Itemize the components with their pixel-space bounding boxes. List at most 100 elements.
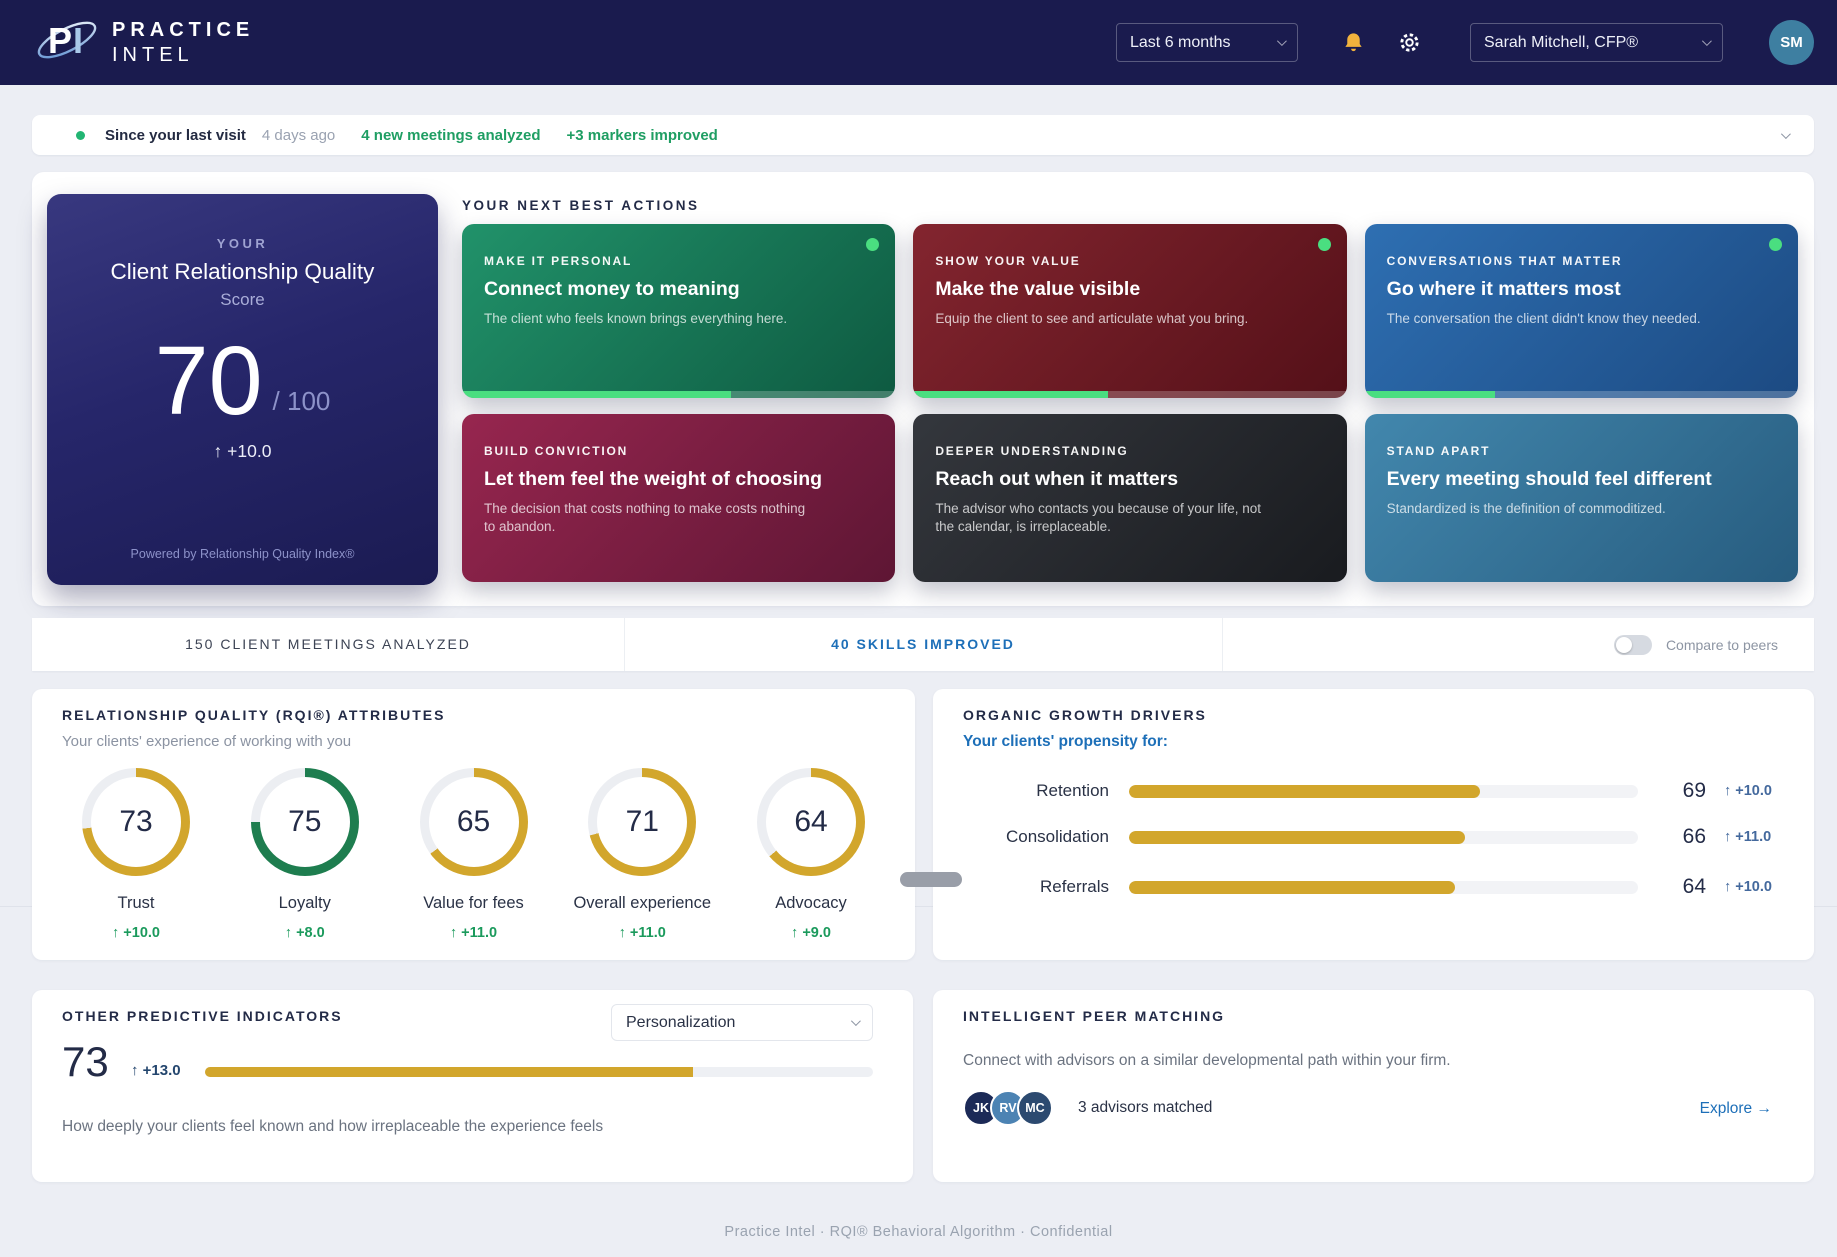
growth-driver-delta: ↑ +10.0 [1724, 783, 1772, 799]
divider [624, 618, 625, 671]
gauge-delta: ↑ +11.0 [618, 925, 666, 941]
compare-to-peers-toggle[interactable] [1613, 634, 1652, 655]
score-subtitle: Score [220, 290, 265, 309]
score-max: / 100 [272, 386, 331, 416]
gauge-label: Loyalty [278, 894, 331, 912]
practice-intel-logo: P I [34, 10, 100, 75]
score-value: 70 [154, 326, 263, 435]
gauge-value: 73 [119, 805, 153, 838]
rqi-gauge: 73 Trust ↑ +10.0 [60, 768, 212, 941]
action-card[interactable]: MAKE IT PERSONAL Connect money to meanin… [462, 224, 896, 398]
status-label: Since your last visit [105, 126, 246, 144]
top-navigation-bar: P I PRACTICE INTEL Last 6 months [0, 0, 1837, 85]
indicator-description: How deeply your clients feel known and h… [62, 1118, 604, 1135]
compare-to-peers-label: Compare to peers [1665, 636, 1778, 653]
gauge-delta: ↑ +11.0 [449, 925, 498, 941]
chevron-down-icon [850, 1016, 861, 1027]
explore-link[interactable]: Explore → [1699, 1100, 1772, 1117]
indicator-bar-track [205, 1067, 873, 1077]
actions-heading: YOUR NEXT BEST ACTIONS [462, 198, 700, 213]
score-title: Client Relationship Quality [110, 259, 375, 284]
settings-gear-icon[interactable] [1392, 26, 1426, 60]
status-markers-improved: +3 markers improved [566, 126, 718, 144]
gauge-delta: ↑ +9.0 [791, 925, 831, 941]
gauge-label: Trust [117, 894, 155, 912]
growth-driver-delta: ↑ +11.0 [1724, 829, 1772, 845]
skills-improved-stat[interactable]: 40 SKILLS IMPROVED [831, 636, 1015, 652]
period-selector[interactable]: Last 6 months [1116, 23, 1298, 62]
gauge-ring: 71 [588, 768, 697, 876]
action-card-description: Standardized is the definition of commod… [1386, 501, 1666, 516]
toggle-knob [1615, 636, 1632, 653]
indicator-selector[interactable]: Personalization [611, 1004, 873, 1041]
action-card-progress-track [1364, 391, 1798, 398]
rqi-gauge: 75 Loyalty ↑ +8.0 [229, 768, 381, 941]
action-cards-grid: MAKE IT PERSONAL Connect money to meanin… [462, 224, 1798, 582]
growth-driver-row: Referrals 64 ↑ +10.0 [933, 867, 1814, 907]
growth-driver-row: Retention 69 ↑ +10.0 [933, 771, 1814, 811]
gauge-label: Advocacy [775, 894, 847, 912]
action-card[interactable]: SHOW YOUR VALUE Make the value visible E… [913, 224, 1347, 398]
user-menu-name: Sarah Mitchell, CFP® [1484, 33, 1639, 51]
peer-avatar[interactable]: MC [1017, 1090, 1053, 1126]
active-dot-icon [1317, 238, 1331, 251]
period-selector-value: Last 6 months [1130, 33, 1231, 51]
horizontal-scrollbar-thumb[interactable] [900, 872, 962, 887]
gauge-ring: 65 [419, 768, 528, 876]
gauge-ring: 75 [250, 768, 359, 876]
crq-score-card: YOUR Client Relationship Quality Score 7… [47, 194, 438, 585]
rqi-gauges: 73 Trust ↑ +10.0 75 Loyalty ↑ +8.0 65 Va… [32, 768, 915, 941]
score-footnote: Powered by Relationship Quality Index® [130, 547, 355, 561]
notifications-bell-icon[interactable] [1336, 26, 1370, 60]
growth-driver-value: 66 [1682, 825, 1706, 848]
action-card[interactable]: CONVERSATIONS THAT MATTER Go where it ma… [1364, 224, 1798, 398]
growth-driver-row: Consolidation 66 ↑ +11.0 [933, 817, 1814, 857]
status-new-meetings: 4 new meetings analyzed [361, 126, 541, 144]
action-card-category: BUILD CONVICTION [484, 444, 629, 458]
action-card-category: DEEPER UNDERSTANDING [935, 444, 1129, 458]
growth-panel-title: ORGANIC GROWTH DRIVERS [963, 707, 1207, 723]
peer-matching-panel: INTELLIGENT PEER MATCHING Connect with a… [933, 990, 1814, 1182]
user-menu[interactable]: Sarah Mitchell, CFP® [1470, 23, 1723, 62]
gauge-value: 65 [456, 805, 491, 838]
rqi-gauge: 71 Overall experience ↑ +11.0 [566, 768, 718, 941]
indicator-selector-value: Personalization [626, 1013, 736, 1031]
rqi-panel-subtitle: Your clients' experience of working with… [62, 733, 352, 750]
avatar[interactable]: SM [1769, 20, 1814, 65]
action-card[interactable]: DEEPER UNDERSTANDING Reach out when it m… [913, 414, 1347, 582]
growth-drivers-panel: ORGANIC GROWTH DRIVERS Your clients' pro… [933, 689, 1814, 960]
peer-avatars: JK RV MC [963, 1090, 1053, 1126]
predictive-indicators-panel: OTHER PREDICTIVE INDICATORS Personalizat… [32, 990, 913, 1182]
action-card-title: Reach out when it matters [935, 468, 1179, 490]
action-card-description: The advisor who contacts you because of … [935, 501, 1262, 535]
advisors-matched-count: 3 advisors matched [1078, 1099, 1213, 1116]
divider [1222, 618, 1223, 671]
action-card-progress-fill [1364, 391, 1495, 398]
action-card-category: SHOW YOUR VALUE [935, 254, 1081, 268]
stats-bar: 150 CLIENT MEETINGS ANALYZED 40 SKILLS I… [32, 618, 1814, 671]
action-card[interactable]: BUILD CONVICTION Let them feel the weigh… [462, 414, 896, 582]
chevron-down-icon [1276, 36, 1287, 47]
gauge-value: 71 [625, 805, 659, 838]
growth-driver-label: Referrals [1040, 877, 1109, 896]
score-kicker: YOUR [216, 236, 269, 251]
action-card-progress-fill [913, 391, 1109, 398]
action-card-title: Every meeting should feel different [1386, 468, 1712, 490]
rqi-attributes-panel: RELATIONSHIP QUALITY (RQI®) ATTRIBUTES Y… [32, 689, 915, 960]
action-card[interactable]: STAND APART Every meeting should feel di… [1364, 414, 1798, 582]
rqi-panel-title: RELATIONSHIP QUALITY (RQI®) ATTRIBUTES [62, 707, 446, 723]
status-time-ago: 4 days ago [261, 126, 336, 144]
growth-bar-track [1129, 784, 1638, 798]
rqi-gauge: 65 Value for fees ↑ +11.0 [398, 768, 550, 941]
action-card-progress-track [462, 391, 896, 398]
indicator-delta: ↑ +13.0 [131, 1062, 181, 1079]
hero-section: YOUR Client Relationship Quality Score 7… [32, 172, 1814, 606]
gauge-ring: 64 [757, 768, 865, 876]
indicator-bar-fill [205, 1067, 693, 1077]
action-card-title: Make the value visible [935, 278, 1141, 300]
status-expand-chevron-icon[interactable] [1780, 128, 1791, 139]
active-dot-icon [866, 238, 880, 251]
action-card-description: The conversation the client didn't know … [1386, 311, 1701, 326]
action-card-category: STAND APART [1386, 444, 1491, 458]
